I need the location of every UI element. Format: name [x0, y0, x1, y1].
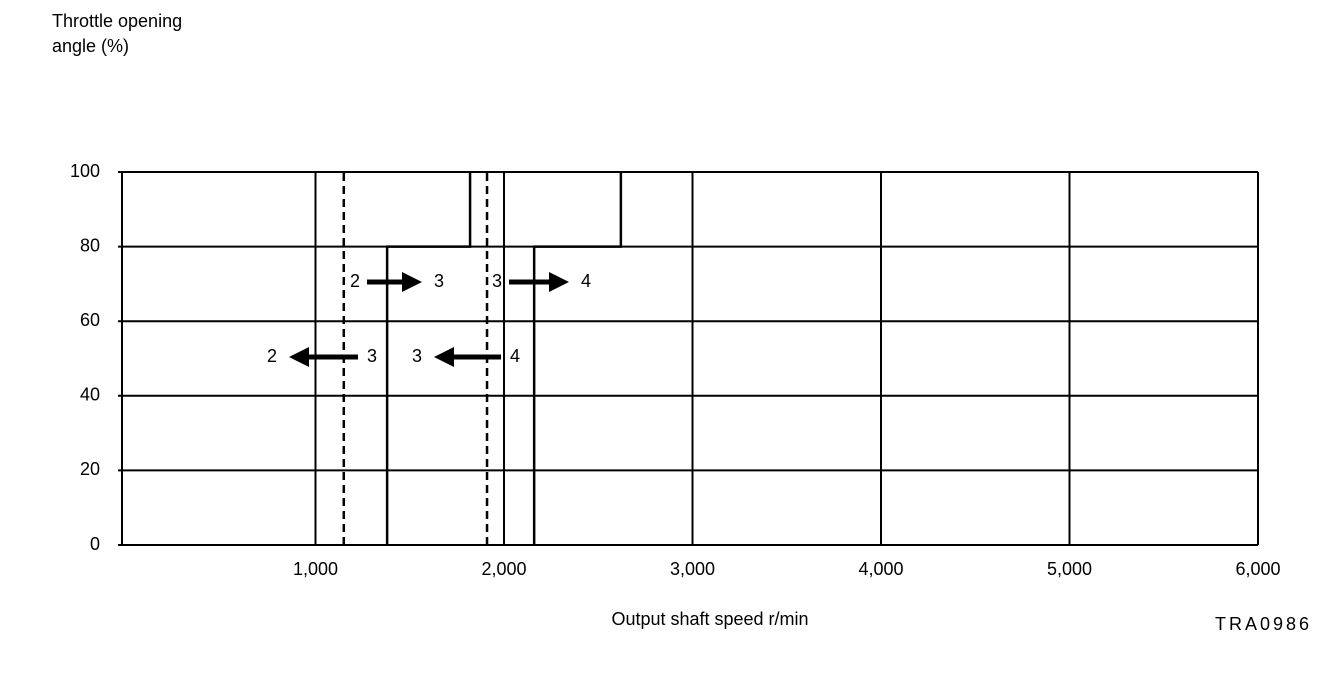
- shift-label: 3: [367, 346, 377, 366]
- x-tick-label: 2,000: [481, 559, 526, 579]
- y-tick-label: 80: [80, 235, 100, 255]
- shift-label: 4: [581, 271, 591, 291]
- shift-label: 3: [412, 346, 422, 366]
- y-axis-label: angle (%): [52, 36, 129, 56]
- x-axis-label: Output shaft speed r/min: [611, 609, 808, 629]
- x-tick-label: 3,000: [670, 559, 715, 579]
- x-tick-label: 5,000: [1047, 559, 1092, 579]
- x-tick-label: 1,000: [293, 559, 338, 579]
- y-tick-label: 60: [80, 310, 100, 330]
- shift-label: 4: [510, 346, 520, 366]
- shift-line: [385, 172, 472, 545]
- y-tick-label: 40: [80, 385, 100, 405]
- shift-line: [532, 172, 623, 545]
- shift-label: 3: [492, 271, 502, 291]
- y-tick-label: 0: [90, 534, 100, 554]
- shift-label: 2: [350, 271, 360, 291]
- x-tick-label: 4,000: [858, 559, 903, 579]
- y-tick-label: 100: [70, 161, 100, 181]
- figure-code: TRA0986: [1215, 614, 1312, 634]
- shift-label: 3: [434, 271, 444, 291]
- shift-label: 2: [267, 346, 277, 366]
- y-axis-label: Throttle opening: [52, 11, 182, 31]
- y-tick-label: 20: [80, 459, 100, 479]
- x-tick-label: 6,000: [1235, 559, 1280, 579]
